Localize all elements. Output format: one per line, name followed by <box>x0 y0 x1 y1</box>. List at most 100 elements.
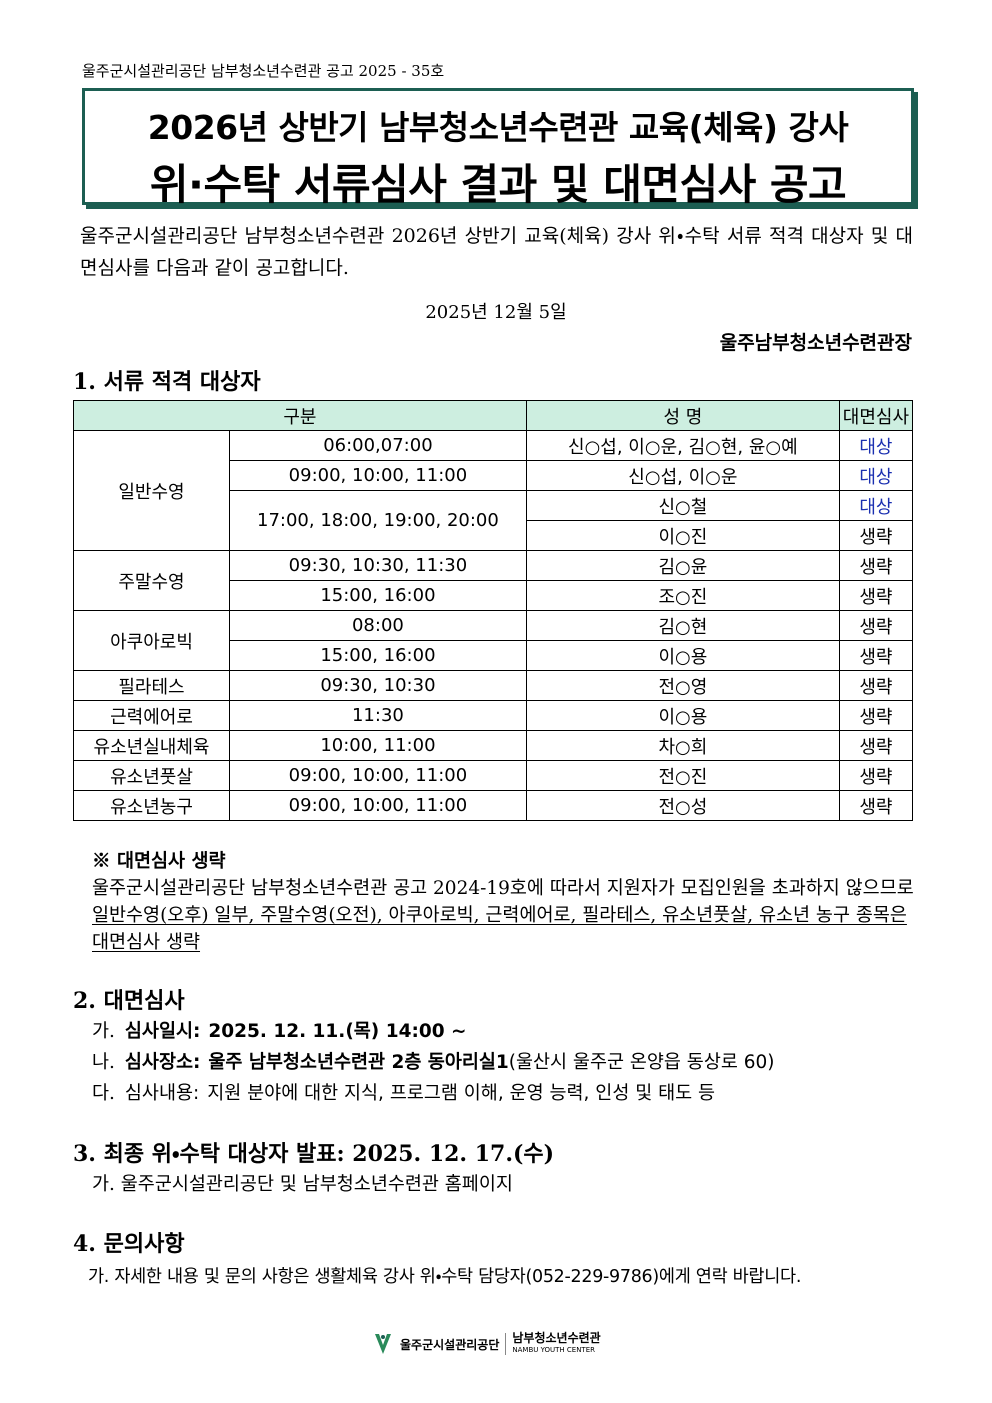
row: 17:00, 18:00, 19:00, 20:00 신○철 대상 <box>74 490 914 551</box>
row: 09:00, 10:00, 11:00 신○섭, 이○운 대상 <box>74 460 914 491</box>
name-cell: 조○진 <box>525 580 840 611</box>
section4-item: 가. 자세한 내용 및 문의 사항은 생활체육 강사 위・수탁 담당자(052-… <box>88 1267 802 1287</box>
item-extra: 지원 분야에 대한 지식, 프로그램 이해, 운영 능력, 인성 및 태도 등 <box>207 1083 716 1104</box>
result-cell: 대상 <box>838 430 914 461</box>
item-marker: 가. <box>92 1021 115 1042</box>
footer-center-en: NAMBU YOUTH CENTER <box>512 1346 595 1354</box>
name-cell: 전○진 <box>525 760 840 791</box>
result-cell: 생략 <box>838 790 914 821</box>
result-cell: 생략 <box>838 760 914 791</box>
time-cell: 09:00, 10:00, 11:00 <box>229 790 527 821</box>
row: 필라테스 09:30, 10:30 전○영 생략 <box>73 670 914 701</box>
row: 주말수영 09:30, 10:30, 11:30 김○윤 생략 <box>73 550 914 611</box>
footer-org: 울주군시설관리공단 <box>400 1337 500 1352</box>
time-cell: 11:30 <box>229 700 527 731</box>
name-cell: 이○진 <box>525 520 840 551</box>
result-cell: 생략 <box>838 610 914 641</box>
item-extra: (울산시 울주군 온양읍 동상로 60) <box>508 1052 775 1073</box>
time-cell: 09:30, 10:30, 11:30 <box>229 550 527 581</box>
item-value: 울주 남부청소년수련관 2층 동아리실1 <box>208 1052 509 1073</box>
row: 유소년실내체육 10:00, 11:00 차○희 생략 <box>73 730 914 761</box>
row: 15:00, 16:00 이○용 생략 <box>74 640 914 671</box>
result-cell: 생략 <box>838 700 914 731</box>
row: 유소년농구 09:00, 10:00, 11:00 전○성 생략 <box>73 790 914 821</box>
name-cell: 이○용 <box>525 640 840 671</box>
name-cell: 전○영 <box>525 670 840 701</box>
row: 15:00, 16:00 조○진 생략 <box>74 580 914 611</box>
time-cell: 09:00, 10:00, 11:00 <box>229 460 527 491</box>
time-cell: 10:00, 11:00 <box>229 730 527 761</box>
item-marker: 다. <box>92 1083 115 1104</box>
date: 2025년 12월 5일 <box>425 302 567 323</box>
result-cell: 생략 <box>838 580 914 611</box>
category-cell: 아쿠아로빅 <box>73 610 230 671</box>
header-cell: 구분 <box>73 400 527 431</box>
time-cell: 08:00 <box>229 610 527 641</box>
time-cell: 09:00, 10:00, 11:00 <box>229 760 527 791</box>
section-heading: 2. 대면심사 <box>73 988 185 1014</box>
footer: 울주군시설관리공단 남부청소년수련관 NAMBU YOUTH CENTER <box>372 1332 601 1356</box>
divider <box>505 1333 507 1355</box>
name-cell: 김○윤 <box>525 550 840 581</box>
item-marker: 나. <box>92 1052 115 1073</box>
result-cell: 생략 <box>838 550 914 581</box>
section-heading: 1. 서류 적격 대상자 <box>73 369 261 395</box>
result-cell: 생략 <box>838 670 914 701</box>
item-value: 2025. 12. 11.(목) 14:00 ~ <box>208 1021 467 1042</box>
header-row: 구분 성 명 대면심사 <box>73 400 914 431</box>
footer-center: 남부청소년수련관 NAMBU YOUTH CENTER <box>512 1332 600 1356</box>
result-cell: 생략 <box>838 520 914 551</box>
title-line1: 2026년 상반기 남부청소년수련관 교육(체육) 강사 <box>147 108 849 147</box>
name-cell: 이○용 <box>525 700 840 731</box>
intro: 울주군시설관리공단 남부청소년수련관 2026년 상반기 교육(체육) 강사 위… <box>80 225 913 279</box>
note-text: 울주군시설관리공단 남부청소년수련관 공고 2024-19호에 따라서 지원자가… <box>92 878 914 899</box>
result-cell: 대상 <box>838 460 914 491</box>
time-cell: 06:00,07:00 <box>229 430 527 461</box>
header-cell: 대면심사 <box>838 400 914 431</box>
row: 이○진 생략 <box>74 520 914 551</box>
note-underlined: 일반수영(오후) 일부, 주말수영(오전), 아쿠아로빅, 근력에어로, 필라테… <box>92 905 907 953</box>
row: 유소년풋살 09:00, 10:00, 11:00 전○진 생략 <box>73 760 914 791</box>
item-label: 심사내용: <box>124 1083 200 1104</box>
category-cell: 필라테스 <box>73 670 230 701</box>
note-heading: ※ 대면심사 생략 <box>92 851 226 872</box>
result-cell: 생략 <box>838 730 914 761</box>
name-cell: 전○성 <box>525 790 840 821</box>
result-cell: 생략 <box>838 640 914 671</box>
name-cell: 신○섭, 이○운 <box>525 460 840 491</box>
name-cell: 김○현 <box>525 610 840 641</box>
category-cell: 유소년실내체육 <box>73 730 230 761</box>
item-label: 심사일시: <box>124 1021 201 1042</box>
category-cell: 근력에어로 <box>73 700 230 731</box>
section-heading: 4. 문의사항 <box>73 1231 185 1257</box>
row: 근력에어로 11:30 이○용 생략 <box>73 700 914 731</box>
header-cell: 성 명 <box>525 400 840 431</box>
logo <box>375 1334 391 1354</box>
name-cell: 신○철 <box>525 490 840 521</box>
category-cell: 유소년풋살 <box>73 760 230 791</box>
result-cell: 대상 <box>838 490 914 521</box>
section2-item: 다. 심사내용: 지원 분야에 대한 지식, 프로그램 이해, 운영 능력, 인성 … <box>92 1079 715 1105</box>
issuer: 울주남부청소년수련관장 <box>719 332 912 354</box>
section2-item: 나. 심사장소: 울주 남부청소년수련관 2층 동아리실1(울산시 울주군 온양읍 … <box>92 1048 775 1074</box>
name-cell: 차○희 <box>525 730 840 761</box>
item-label: 심사장소: <box>124 1052 201 1073</box>
row: 아쿠아로빅 08:00 김○현 생략 <box>73 610 914 671</box>
section2-item: 가. 심사일시: 2025. 12. 11.(목) 14:00 ~ <box>92 1017 467 1043</box>
title-box: 2026년 상반기 남부청소년수련관 교육(체육) 강사 위·수탁 서류심사 결… <box>82 88 914 209</box>
section-heading: 3. 최종 위・수탁 대상자 발표: 2025. 12. 17.(수) <box>73 1141 555 1167</box>
footer-center-name: 남부청소년수련관 <box>512 1331 601 1345</box>
row: 일반수영 06:00,07:00 신○섭, 이○운, 김○현, 윤○예 대상 <box>73 430 914 551</box>
time-cell: 15:00, 16:00 <box>229 580 527 611</box>
time-cell: 09:30, 10:30 <box>229 670 527 701</box>
table: 구분 성 명 대면심사 일반수영 06:00,07:00 신○섭, 이○운, 김○현, 윤… <box>73 400 914 821</box>
name-cell: 신○섭, 이○운, 김○현, 윤○예 <box>525 430 840 461</box>
time-cell: 15:00, 16:00 <box>229 640 527 671</box>
category-cell: 주말수영 <box>73 550 230 611</box>
section3-item: 가. 울주군시설관리공단 및 남부청소년수련관 홈페이지 <box>92 1174 513 1195</box>
category-cell: 일반수영 <box>73 430 230 551</box>
title-line2: 위·수탁 서류심사 결과 및 대면심사 공고 <box>149 160 847 209</box>
notice-number: 울주군시설관리공단 남부청소년수련관 공고 2025 - 35호 <box>82 62 445 80</box>
